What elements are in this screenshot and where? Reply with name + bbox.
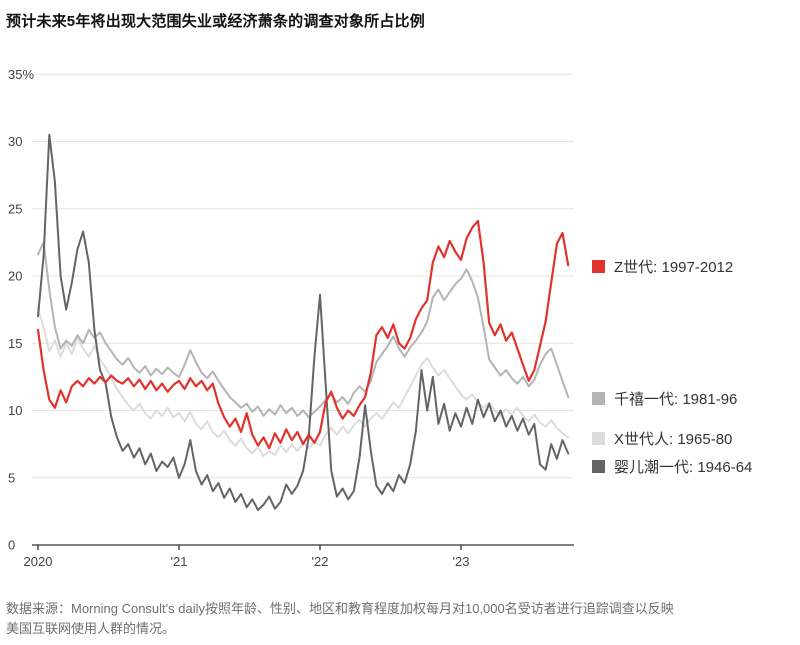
- x-axis-tick-label: 2020: [24, 554, 53, 569]
- line-chart-svg: 0 5 10 15 20 25 30 35% 2020 '21 '22 '23: [8, 67, 574, 569]
- chart-title: 预计未来5年将出现大范围失业或经济萧条的调查对象所占比例: [6, 13, 425, 30]
- legend-item-gen-x: X世代人: 1965-80: [592, 428, 732, 449]
- legend-item-millennials: 千禧一代: 1981-96: [592, 388, 737, 409]
- legend-label-gen-x: X世代人: 1965-80: [614, 431, 733, 448]
- legend-item-gen-z: Z世代: 1997-2012: [592, 256, 733, 277]
- series-line-2: [37, 133, 570, 511]
- x-axis-tick-label: '23: [453, 554, 470, 569]
- legend-label-gen-z: Z世代: 1997-2012: [614, 259, 734, 276]
- x-axis-tick-label: '22: [312, 554, 329, 569]
- y-axis-tick-label: 0: [8, 538, 15, 553]
- series-line-1: [37, 241, 570, 419]
- source-note: 数据来源：Morning Consult's daily按照年龄、性别、地区和教…: [6, 601, 674, 637]
- x-axis-tick-label: '21: [171, 554, 188, 569]
- y-axis-tick-label: 10: [8, 403, 22, 418]
- y-axis-tick-label: 35%: [8, 67, 34, 82]
- series-line-3: [36, 219, 570, 450]
- legend-item-boomers: 婴儿潮一代: 1946-64: [592, 456, 752, 477]
- legend-label-millennials: 千禧一代: 1981-96: [614, 391, 738, 408]
- legend-label-boomers: 婴儿潮一代: 1946-64: [614, 459, 753, 476]
- y-axis-tick-label: 20: [8, 269, 22, 284]
- y-axis-tick-label: 15: [8, 336, 22, 351]
- chart-legend: Z世代: 1997-2012 千禧一代: 1981-96 X世代人: 1965-…: [592, 37, 796, 585]
- y-axis-tick-label: 30: [8, 134, 22, 149]
- legend-swatch-gen-x-icon: [592, 432, 605, 445]
- legend-swatch-gen-z-icon: [592, 260, 605, 273]
- legend-swatch-boomers-icon: [592, 460, 605, 473]
- legend-swatch-millennials-icon: [592, 392, 605, 405]
- y-axis-tick-label: 25: [8, 201, 22, 216]
- y-axis-tick-label: 5: [8, 470, 15, 485]
- chart-area: 0 5 10 15 20 25 30 35% 2020 '21 '22 '23 Z世代: 1997-2…: [6, 37, 796, 585]
